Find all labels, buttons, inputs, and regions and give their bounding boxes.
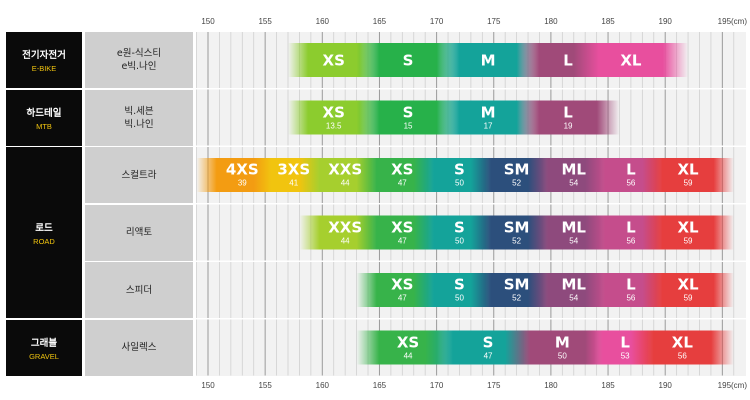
category-name-ko: 로드 [35, 222, 53, 234]
model-name: 스피더 [125, 284, 153, 296]
row-separator [196, 260, 746, 262]
model-name: 리액토 [125, 227, 153, 238]
model-name: e원-식스티 [116, 48, 162, 59]
category-name-ko: 하드테일 [26, 107, 62, 119]
category-cell: 전기자전거 E-BIKE [6, 32, 82, 88]
size-bar-xl [642, 215, 734, 250]
model-name: 빅.세븐 [124, 105, 154, 117]
category-cell: 하드테일 MTB [6, 89, 82, 146]
axis-tick-bottom: 160 [315, 381, 329, 390]
category-cell: 그래블 GRAVEL [6, 319, 82, 376]
axis-tick-bottom: 195(cm) [717, 381, 748, 390]
model-cell: 리액토 [85, 204, 193, 261]
axis-tick-bottom: 190 [658, 381, 672, 390]
axis-tick-top: 155 [258, 17, 272, 26]
model-cell: 사일렉스 [85, 319, 193, 376]
axis-tick-bottom: 155 [258, 381, 272, 390]
size-bar-xl [642, 273, 734, 307]
axis-tick-top: 190 [658, 17, 672, 26]
axis-tick-top: 180 [544, 17, 558, 26]
axis-tick-top: 175 [487, 17, 501, 26]
axis-tick-top: 195(cm) [717, 17, 748, 26]
model-name: 빅.나인 [124, 118, 154, 130]
category-name-ko: 그래블 [30, 337, 58, 349]
axis-tick-bottom: 185 [601, 381, 615, 390]
axis-tick-top: 150 [201, 17, 215, 26]
category-name-en: ROAD [33, 236, 55, 246]
axis-tick-top: 160 [315, 17, 329, 26]
row-separator [196, 318, 746, 320]
row-separator [196, 88, 746, 90]
axis-tick-top: 170 [429, 17, 444, 26]
axis-tick-bottom: 170 [429, 381, 444, 390]
axis-tick-bottom: 165 [372, 381, 387, 390]
model-name: e빅.나인 [121, 61, 157, 72]
category-cell: 로드 ROAD [6, 147, 82, 318]
model-cell: 스컬트라 [85, 147, 193, 203]
category-name-en: GRAVEL [29, 351, 59, 361]
model-name: 사일렉스 [121, 342, 157, 353]
model-cell: 스피더 [85, 262, 193, 318]
size-bar-xl [573, 43, 689, 77]
size-bar-xl [642, 158, 734, 192]
model-cell: 빅.세븐 빅.나인 [85, 89, 193, 146]
row-separator [196, 203, 746, 205]
model-cell: e원-식스티 e빅.나인 [85, 32, 193, 88]
category-name-ko: 전기자전거 [22, 50, 66, 61]
size-bar-l [516, 100, 620, 135]
row-separator [196, 145, 746, 147]
axis-tick-bottom: 150 [201, 381, 215, 390]
category-name-en: E-BIKE [31, 64, 57, 73]
axis-tick-top: 165 [372, 17, 387, 26]
axis-tick-bottom: 175 [487, 381, 501, 390]
axis-tick-bottom: 180 [544, 381, 558, 390]
axis-tick-top: 185 [601, 17, 615, 26]
size-bar-xl [630, 330, 734, 365]
model-name: 스컬트라 [121, 169, 157, 181]
category-name-en: MTB [36, 121, 52, 131]
